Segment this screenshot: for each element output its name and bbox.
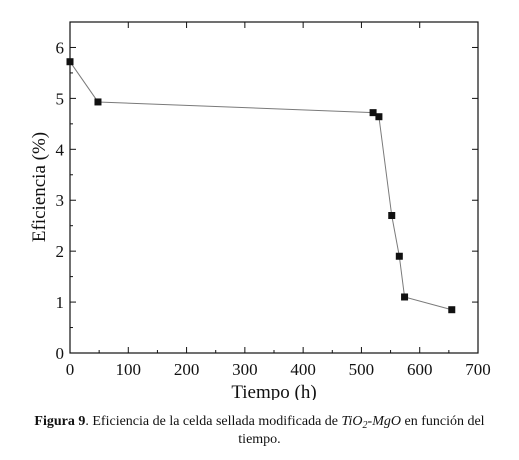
data-point (94, 98, 102, 106)
caption-line-2: tiempo. (238, 432, 281, 447)
data-point (375, 113, 383, 121)
x-tick-label: 400 (290, 360, 316, 379)
caption-formula: TiO2-MgO (341, 414, 401, 431)
x-tick-label: 100 (116, 360, 142, 379)
x-tick-label: 700 (465, 360, 491, 379)
caption-line-1: Figura 9. Eficiencia de la celda sellada… (0, 413, 519, 431)
x-tick-label: 200 (174, 360, 200, 379)
data-point (401, 293, 409, 301)
series-layer (66, 58, 456, 314)
data-point (395, 252, 403, 260)
caption-formula-b: -MgO (367, 414, 401, 429)
y-tick-label: 3 (56, 191, 65, 210)
y-tick-label: 1 (56, 293, 65, 312)
x-tick-label: 300 (232, 360, 258, 379)
x-axis-title: Tiempo (h) (231, 382, 316, 400)
y-tick-label: 6 (56, 38, 65, 57)
x-tick-label: 0 (66, 360, 75, 379)
data-point (448, 306, 456, 314)
data-point (369, 109, 377, 117)
caption-formula-a: TiO (341, 414, 363, 429)
y-axis-title: Eficiencia (%) (29, 132, 50, 242)
y-tick-label: 5 (56, 89, 65, 108)
caption-formula-subscript: 2 (362, 420, 368, 431)
y-tick-label: 2 (56, 242, 65, 261)
y-axis-ticks: 0 1 2 3 4 5 6 (56, 21, 478, 363)
caption-label: Figura 9 (34, 414, 86, 429)
series-line (69, 61, 452, 311)
caption-text-after: en función del (400, 414, 485, 429)
caption-text-before: . Eficiencia de la celda sellada modific… (85, 414, 342, 429)
x-tick-label: 500 (349, 360, 375, 379)
efficiency-chart: 0 100 200 300 400 500 600 700 0 1 2 3 4 5 6 Tiempo (h… (29, 21, 491, 400)
plot-frame (69, 21, 479, 354)
data-point (388, 212, 396, 220)
data-point (66, 58, 74, 66)
figure-caption: Figura 9. Eficiencia de la celda sellada… (0, 413, 519, 449)
x-axis-ticks: 0 100 200 300 400 500 600 700 (66, 22, 491, 379)
y-tick-label: 0 (56, 344, 65, 363)
x-tick-label: 600 (407, 360, 433, 379)
y-tick-label: 4 (56, 140, 65, 159)
